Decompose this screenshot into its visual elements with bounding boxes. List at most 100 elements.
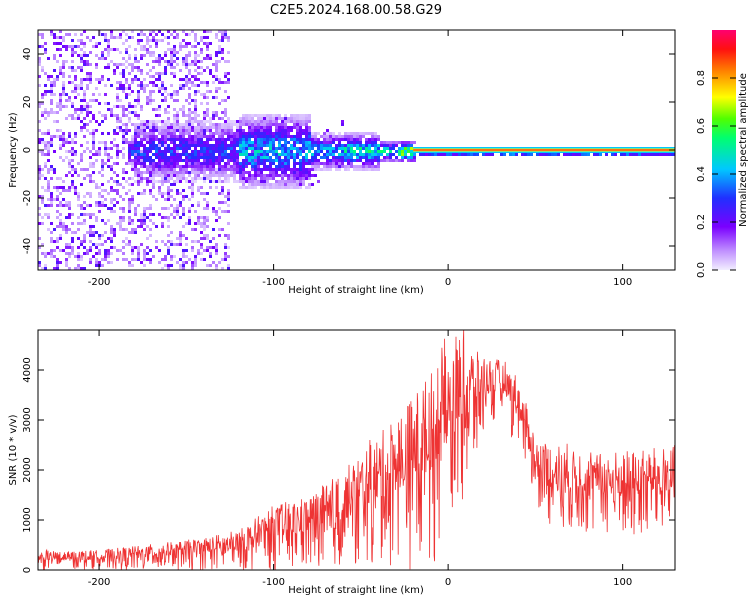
heatmap-cell <box>50 138 53 141</box>
heatmap-cell <box>83 234 86 237</box>
heatmap-cell <box>77 222 80 225</box>
heatmap-cell <box>140 123 143 126</box>
heatmap-cell <box>116 192 119 195</box>
heatmap-cell <box>65 156 68 159</box>
heatmap-cell <box>326 150 329 153</box>
heatmap-cell <box>308 117 311 120</box>
heatmap-cell <box>221 135 224 138</box>
heatmap-cell <box>317 147 320 150</box>
heatmap-cell <box>335 168 338 171</box>
heatmap-cell <box>185 138 188 141</box>
heatmap-cell <box>53 42 56 45</box>
heatmap-cell <box>320 150 323 153</box>
heatmap-cell <box>359 150 362 153</box>
heatmap-cell <box>47 147 50 150</box>
heatmap-cell <box>224 243 227 246</box>
heatmap-cell <box>134 180 137 183</box>
heatmap-cell <box>188 210 191 213</box>
heatmap-cell <box>254 150 257 153</box>
heatmap-cell <box>137 225 140 228</box>
heatmap-cell <box>332 138 335 141</box>
heatmap-cell <box>191 120 194 123</box>
heatmap-cell <box>149 192 152 195</box>
heatmap-cell <box>296 126 299 129</box>
heatmap-cell <box>110 30 113 33</box>
heatmap-cell <box>161 99 164 102</box>
heatmap-cell <box>200 162 203 165</box>
colorbar-label: Normalized spectral amplitude <box>738 73 749 227</box>
heatmap-cell <box>209 180 212 183</box>
heatmap-cell <box>257 183 260 186</box>
heatmap-cell <box>260 129 263 132</box>
heatmap-cell <box>92 225 95 228</box>
heatmap-cell <box>149 258 152 261</box>
heatmap-cell <box>182 159 185 162</box>
heatmap-cell <box>338 138 341 141</box>
heatmap-cell <box>281 180 284 183</box>
heatmap-cell <box>146 168 149 171</box>
heatmap-cell <box>215 66 218 69</box>
heatmap-cell <box>236 120 239 123</box>
heatmap-cell <box>194 36 197 39</box>
heatmap-cell <box>95 54 98 57</box>
heatmap-cell <box>215 75 218 78</box>
heatmap-cell <box>335 150 338 153</box>
heatmap-cell <box>86 87 89 90</box>
heatmap-cell <box>182 39 185 42</box>
heatmap-cell <box>302 168 305 171</box>
heatmap-cell <box>254 186 257 189</box>
heatmap-cell <box>176 126 179 129</box>
heatmap-cell <box>263 183 266 186</box>
heatmap-cell <box>182 174 185 177</box>
heatmap-cell <box>83 267 86 270</box>
heatmap-cell <box>230 129 233 132</box>
heatmap-cell <box>254 177 257 180</box>
colorbar-tick-label: 0.6 <box>696 118 707 134</box>
heatmap-cell <box>236 135 239 138</box>
heatmap-cell <box>215 159 218 162</box>
heatmap-cell <box>209 132 212 135</box>
heatmap-cell <box>44 117 47 120</box>
heatmap-cell <box>371 141 374 144</box>
heatmap-cell <box>299 117 302 120</box>
heatmap-cell <box>341 123 344 126</box>
heatmap-cell <box>296 162 299 165</box>
heatmap-cell <box>116 120 119 123</box>
heatmap-cell <box>650 153 653 156</box>
heatmap-cell <box>80 60 83 63</box>
heatmap-cell <box>170 96 173 99</box>
heatmap-cell <box>218 162 221 165</box>
heatmap-cell <box>206 138 209 141</box>
heatmap-cell <box>161 135 164 138</box>
heatmap-cell <box>164 174 167 177</box>
heatmap-cell <box>359 135 362 138</box>
heatmap-cell <box>38 129 41 132</box>
heatmap-cell <box>86 84 89 87</box>
heatmap-cell <box>47 213 50 216</box>
heatmap-cell <box>197 201 200 204</box>
heatmap-cell <box>206 135 209 138</box>
heatmap-cell <box>137 42 140 45</box>
heatmap-cell <box>128 216 131 219</box>
heatmap-cell <box>122 171 125 174</box>
heatmap-cell <box>59 222 62 225</box>
heatmap-cell <box>296 117 299 120</box>
heatmap-cell <box>59 225 62 228</box>
heatmap-cell <box>56 111 59 114</box>
heatmap-cell <box>215 36 218 39</box>
heatmap-cell <box>242 153 245 156</box>
heatmap-cell <box>404 150 407 153</box>
heatmap-cell <box>191 240 194 243</box>
heatmap-cell <box>161 93 164 96</box>
heatmap-cell <box>230 156 233 159</box>
heatmap-cell <box>134 159 137 162</box>
heatmap-cell <box>41 132 44 135</box>
heatmap-cell <box>335 147 338 150</box>
heatmap-cell <box>158 159 161 162</box>
heatmap-cell <box>155 138 158 141</box>
heatmap-cell <box>308 129 311 132</box>
heatmap-cell <box>326 141 329 144</box>
heatmap-cell <box>170 162 173 165</box>
heatmap-cell <box>128 36 131 39</box>
heatmap-cell <box>170 150 173 153</box>
